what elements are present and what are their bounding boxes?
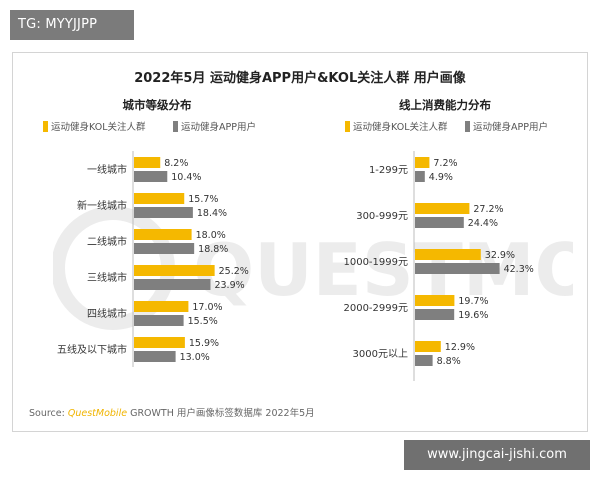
value-label-kol-4: 17.0%	[192, 302, 222, 313]
bar-kol-2	[415, 249, 481, 260]
source-brand: QuestMobile	[67, 408, 128, 419]
value-label-app-4: 8.8%	[437, 356, 461, 367]
value-label-kol-0: 8.2%	[164, 158, 188, 169]
city-tier-legend: 运动健身KOL关注人群 运动健身APP用户	[43, 119, 291, 133]
legend-label-app: 运动健身APP用户	[181, 122, 256, 133]
legend-item-kol-2: 运动健身KOL关注人群	[345, 119, 447, 133]
value-label-kol-0: 7.2%	[433, 158, 457, 169]
value-label-kol-2: 32.9%	[485, 250, 515, 261]
source-note: Source: QuestMobile GROWTH 用户画像标签数据库 202…	[29, 405, 315, 419]
consumption-panel: 线上消费能力分布 运动健身KOL关注人群 运动健身APP用户 1-299元 7.2…	[301, 53, 587, 431]
value-label-kol-1: 15.7%	[188, 194, 218, 205]
value-label-app-1: 18.4%	[197, 208, 227, 219]
city-tier-title: 城市等级分布	[122, 98, 192, 112]
bar-kol-1	[134, 193, 185, 204]
value-label-kol-2: 18.0%	[196, 230, 226, 241]
category-label-1: 新一线城市	[77, 199, 127, 212]
value-label-app-5: 13.0%	[180, 352, 210, 363]
value-label-kol-5: 15.9%	[189, 338, 219, 349]
value-label-app-3: 19.6%	[458, 310, 488, 321]
value-label-kol-3: 19.7%	[458, 296, 488, 307]
main-title: 2022年5月 运动健身APP用户&KOL关注人群 用户画像	[134, 71, 466, 86]
value-label-app-0: 10.4%	[171, 172, 201, 183]
value-label-app-0: 4.9%	[429, 172, 453, 183]
bar-app-1	[134, 207, 193, 218]
category-label-0: 一线城市	[87, 163, 127, 176]
category-label-4: 3000元以上	[353, 348, 408, 360]
value-label-app-4: 15.5%	[188, 316, 218, 327]
source-prefix: Source:	[29, 408, 65, 419]
legend-item-kol: 运动健身KOL关注人群	[43, 119, 145, 133]
site-url: www.jingcai-jishi.com	[404, 440, 590, 470]
legend-item-app: 运动健身APP用户	[173, 119, 256, 133]
bar-app-5	[134, 351, 176, 362]
legend-label-app-2: 运动健身APP用户	[473, 122, 548, 133]
category-label-0: 1-299元	[369, 165, 408, 176]
bar-kol-0	[134, 157, 161, 168]
consumption-legend: 运动健身KOL关注人群 运动健身APP用户	[331, 119, 579, 133]
legend-label-kol-2: 运动健身KOL关注人群	[353, 122, 448, 133]
legend-item-app-2: 运动健身APP用户	[465, 119, 548, 133]
bar-kol-3	[415, 295, 455, 306]
bar-app-2	[415, 263, 500, 274]
bar-kol-3	[134, 265, 215, 276]
legend-swatch-app	[173, 121, 178, 132]
value-label-app-2: 18.8%	[198, 244, 228, 255]
value-label-kol-3: 25.2%	[219, 266, 249, 277]
bar-kol-2	[134, 229, 192, 240]
bar-kol-1	[415, 203, 470, 214]
bar-app-1	[415, 217, 464, 228]
category-label-1: 300-999元	[356, 211, 408, 222]
value-label-kol-4: 12.9%	[445, 342, 475, 353]
consumption-title: 线上消费能力分布	[399, 98, 491, 112]
value-label-app-3: 23.9%	[214, 280, 244, 291]
tg-tag: TG: MYYJJPP	[10, 10, 134, 40]
bar-app-4	[415, 355, 433, 366]
category-label-2: 二线城市	[87, 235, 127, 248]
category-label-3: 2000-2999元	[343, 303, 408, 314]
value-label-app-1: 24.4%	[468, 218, 498, 229]
value-label-app-2: 42.3%	[504, 264, 534, 275]
legend-label-kol: 运动健身KOL关注人群	[51, 122, 146, 133]
consumption-chart: 1-299元 7.2% 4.9% 300-999元 27.2% 24.4% 1000-199…	[343, 151, 534, 381]
bar-kol-0	[415, 157, 430, 168]
bar-app-0	[134, 171, 168, 182]
bar-app-3	[134, 279, 211, 290]
bar-kol-4	[134, 301, 189, 312]
bar-kol-5	[134, 337, 185, 348]
bar-kol-4	[415, 341, 441, 352]
category-label-5: 五线及以下城市	[57, 343, 127, 356]
category-label-3: 三线城市	[87, 271, 127, 284]
bar-app-2	[134, 243, 195, 254]
category-label-4: 四线城市	[87, 307, 127, 320]
city-tier-chart: 一线城市 8.2% 10.4% 新一线城市 15.7% 18.4% 二线城市 18.0% 18.…	[57, 151, 249, 367]
category-label-2: 1000-1999元	[343, 257, 408, 268]
city-tier-panel: 城市等级分布 运动健身KOL关注人群 运动健身APP用户 一线城市 8.2% 10.…	[13, 53, 301, 431]
legend-swatch-kol	[43, 121, 48, 132]
bar-app-3	[415, 309, 455, 320]
bar-app-4	[134, 315, 184, 326]
bar-app-0	[415, 171, 425, 182]
source-rest: GROWTH 用户画像标签数据库 2022年5月	[130, 408, 315, 419]
chart-card: QUESTMOBILE 2022年5月 运动健身APP用户&KOL关注人群 用户…	[12, 52, 588, 432]
legend-swatch-app-2	[465, 121, 470, 132]
watermark-text: QUESTMOBILE	[193, 228, 573, 312]
watermark-logo: QUESTMOBILE	[53, 206, 573, 330]
value-label-kol-1: 27.2%	[473, 204, 503, 215]
legend-swatch-kol-2	[345, 121, 350, 132]
